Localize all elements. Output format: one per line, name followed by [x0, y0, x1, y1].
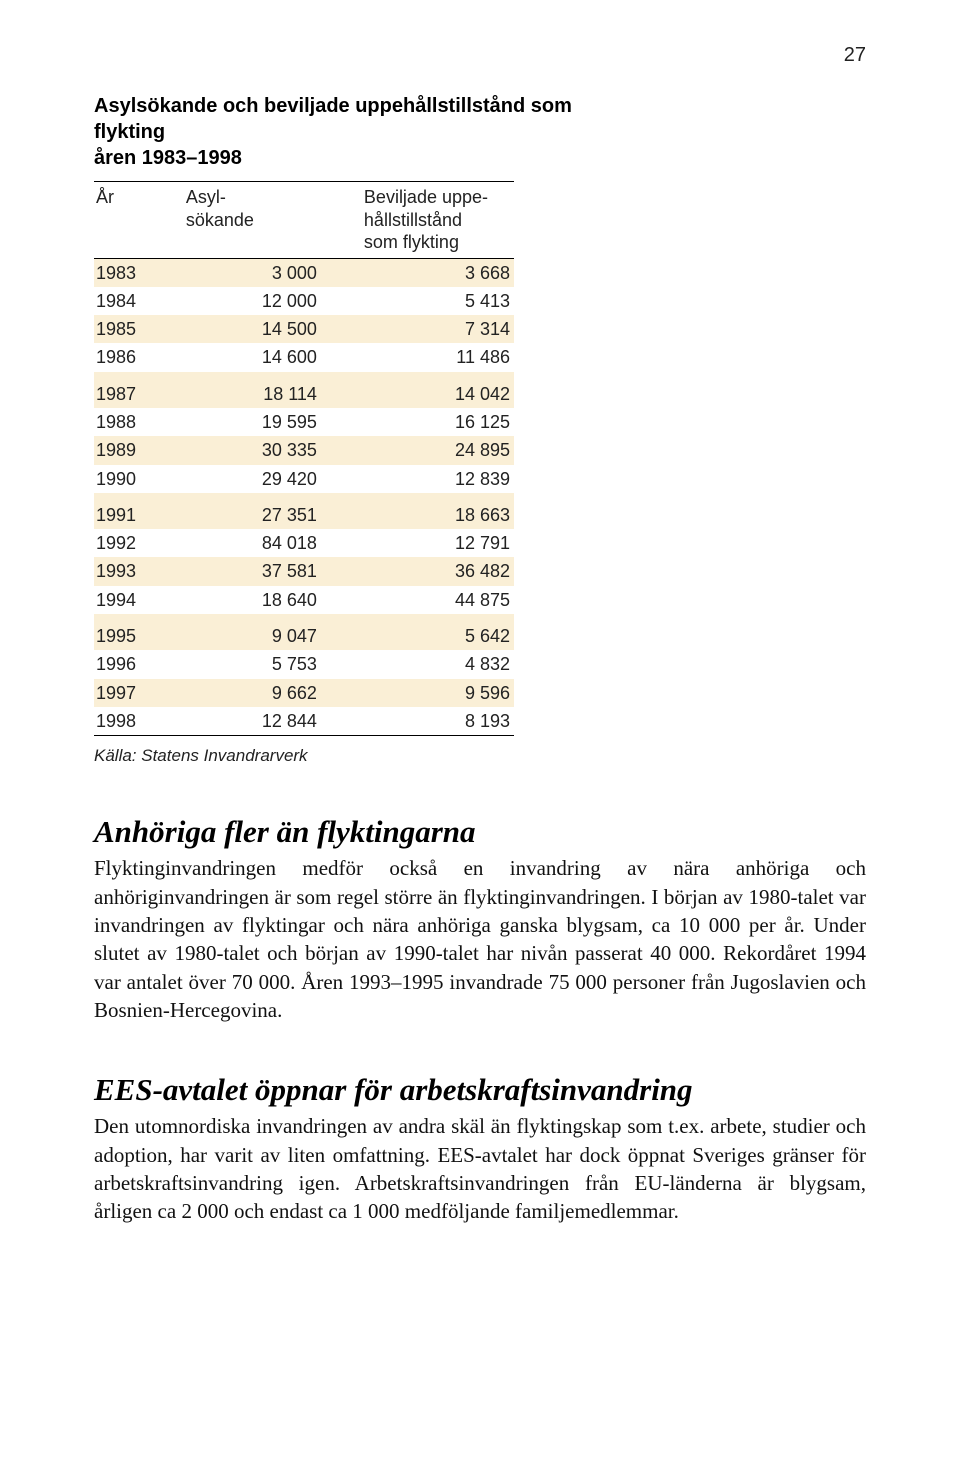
cell-asyl: 30 335 — [184, 436, 362, 464]
cell-asyl: 12 844 — [184, 707, 362, 736]
section-1: Anhöriga fler än flyktingarna Flyktingin… — [94, 814, 866, 1024]
table-row: 19959 0475 642 — [94, 614, 514, 650]
cell-asyl: 12 000 — [184, 287, 362, 315]
cell-year: 1993 — [94, 557, 184, 585]
col-bev-line3: som flykting — [364, 232, 459, 252]
table-row: 198412 0005 413 — [94, 287, 514, 315]
cell-year: 1992 — [94, 529, 184, 557]
table-row: 19965 7534 832 — [94, 650, 514, 678]
cell-year: 1997 — [94, 679, 184, 707]
table-row: 199284 01812 791 — [94, 529, 514, 557]
cell-year: 1990 — [94, 465, 184, 493]
cell-asyl: 3 000 — [184, 258, 362, 287]
cell-bev: 7 314 — [362, 315, 514, 343]
cell-asyl: 18 640 — [184, 586, 362, 614]
cell-asyl: 29 420 — [184, 465, 362, 493]
cell-asyl: 14 500 — [184, 315, 362, 343]
table-row: 19833 0003 668 — [94, 258, 514, 287]
col-year-header: År — [94, 182, 184, 259]
cell-year: 1991 — [94, 493, 184, 529]
table-row: 198614 60011 486 — [94, 343, 514, 371]
cell-bev: 24 895 — [362, 436, 514, 464]
section-body: Den utomnordiska invandringen av andra s… — [94, 1112, 866, 1225]
table-title-line2: åren 1983–1998 — [94, 147, 242, 169]
table-row: 198930 33524 895 — [94, 436, 514, 464]
cell-bev: 8 193 — [362, 707, 514, 736]
table-row: 198819 59516 125 — [94, 408, 514, 436]
cell-year: 1994 — [94, 586, 184, 614]
cell-bev: 9 596 — [362, 679, 514, 707]
col-bev-line2: hållstillstånd — [364, 210, 462, 230]
cell-bev: 11 486 — [362, 343, 514, 371]
cell-asyl: 18 114 — [184, 372, 362, 408]
table-title-line1: Asylsökande och beviljade uppehållstills… — [94, 95, 572, 143]
cell-year: 1986 — [94, 343, 184, 371]
table-title: Asylsökande och beviljade uppehållstills… — [94, 93, 614, 171]
cell-bev: 18 663 — [362, 493, 514, 529]
cell-asyl: 37 581 — [184, 557, 362, 585]
section-2: EES-avtalet öppnar för arbetskraftsinvan… — [94, 1072, 866, 1225]
cell-bev: 44 875 — [362, 586, 514, 614]
col-bev-line1: Beviljade uppe- — [364, 187, 488, 207]
cell-bev: 16 125 — [362, 408, 514, 436]
asylum-table: År Asyl- sökande Beviljade uppe- hållsti… — [94, 181, 514, 736]
cell-asyl: 5 753 — [184, 650, 362, 678]
section-heading: EES-avtalet öppnar för arbetskraftsinvan… — [94, 1072, 866, 1108]
cell-bev: 5 413 — [362, 287, 514, 315]
section-body: Flyktinginvandringen medför också en inv… — [94, 854, 866, 1024]
table-row: 199337 58136 482 — [94, 557, 514, 585]
cell-bev: 14 042 — [362, 372, 514, 408]
section-heading: Anhöriga fler än flyktingarna — [94, 814, 866, 850]
cell-bev: 12 791 — [362, 529, 514, 557]
cell-asyl: 27 351 — [184, 493, 362, 529]
table-source: Källa: Statens Invandrarverk — [94, 746, 866, 766]
cell-year: 1983 — [94, 258, 184, 287]
table-row: 199127 35118 663 — [94, 493, 514, 529]
col-bev-header: Beviljade uppe- hållstillstånd som flykt… — [362, 182, 514, 259]
cell-asyl: 14 600 — [184, 343, 362, 371]
page-container: 27 Asylsökande och beviljade uppehållsti… — [0, 0, 960, 1286]
cell-year: 1996 — [94, 650, 184, 678]
cell-year: 1985 — [94, 315, 184, 343]
cell-bev: 5 642 — [362, 614, 514, 650]
cell-asyl: 9 047 — [184, 614, 362, 650]
col-asyl-line2: sökande — [186, 210, 254, 230]
cell-year: 1988 — [94, 408, 184, 436]
table-row: 199418 64044 875 — [94, 586, 514, 614]
cell-asyl: 9 662 — [184, 679, 362, 707]
cell-year: 1984 — [94, 287, 184, 315]
cell-year: 1987 — [94, 372, 184, 408]
table-row: 199812 8448 193 — [94, 707, 514, 736]
page-number: 27 — [94, 44, 866, 67]
table-row: 19979 6629 596 — [94, 679, 514, 707]
table-row: 198514 5007 314 — [94, 315, 514, 343]
table-row: 199029 42012 839 — [94, 465, 514, 493]
table-row: 198718 11414 042 — [94, 372, 514, 408]
cell-bev: 3 668 — [362, 258, 514, 287]
cell-year: 1995 — [94, 614, 184, 650]
cell-year: 1989 — [94, 436, 184, 464]
cell-bev: 12 839 — [362, 465, 514, 493]
col-asyl-header: Asyl- sökande — [184, 182, 362, 259]
table-body: 19833 0003 668198412 0005 413198514 5007… — [94, 258, 514, 736]
cell-asyl: 84 018 — [184, 529, 362, 557]
cell-bev: 4 832 — [362, 650, 514, 678]
cell-asyl: 19 595 — [184, 408, 362, 436]
col-asyl-line1: Asyl- — [186, 187, 226, 207]
cell-bev: 36 482 — [362, 557, 514, 585]
table-header-row: År Asyl- sökande Beviljade uppe- hållsti… — [94, 182, 514, 259]
cell-year: 1998 — [94, 707, 184, 736]
